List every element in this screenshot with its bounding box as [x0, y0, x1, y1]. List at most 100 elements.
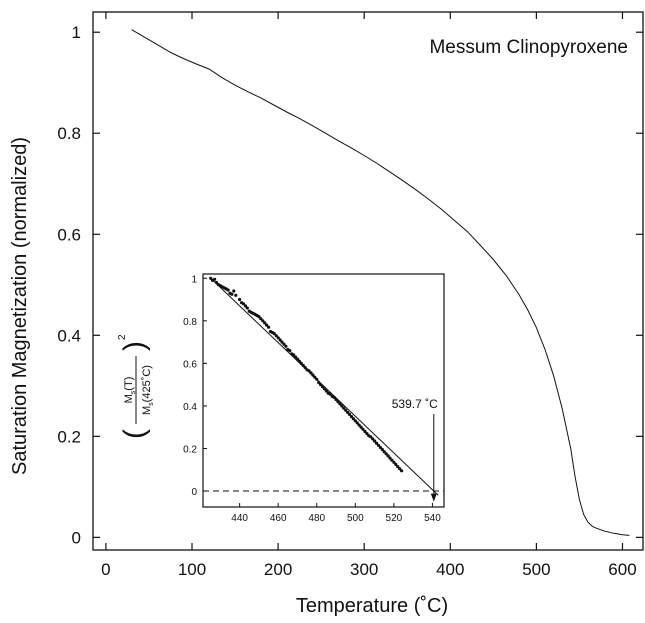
inset-data-point	[243, 304, 247, 308]
x-tick-label: 0	[101, 560, 110, 579]
inset-data-point	[234, 293, 238, 297]
inset-data-point	[355, 421, 359, 425]
inset-x-tick-label: 520	[386, 513, 403, 524]
y-tick-label: 0.2	[57, 427, 81, 446]
inset-data-point	[398, 467, 402, 471]
ylabel-power: 2	[117, 334, 128, 340]
inset-data-point	[295, 357, 300, 361]
inset-data-point	[344, 408, 348, 412]
chart-title: Messum Clinopyroxene	[429, 37, 628, 58]
inset-data-point	[278, 338, 282, 342]
inset-data-point	[274, 334, 278, 338]
y-axis-label: Saturation Magnetization (normalized)	[9, 137, 31, 475]
series-line-saturation-magnetization	[131, 29, 630, 536]
inset-data-point	[261, 319, 265, 323]
inset-data-point	[382, 450, 386, 454]
inset-data-point	[313, 375, 317, 379]
inset-background	[203, 274, 444, 507]
inset-data-point	[357, 423, 361, 427]
inset-data-point	[311, 373, 315, 377]
inset-data-point	[214, 280, 219, 285]
inset-data-point	[309, 371, 313, 375]
ylabel-denominator: Ms(425˚C)	[141, 365, 155, 415]
inset-data-point	[292, 353, 296, 357]
inset-x-tick-label: 540	[424, 513, 441, 524]
inset-data-point	[257, 315, 261, 319]
x-tick-label: 600	[608, 560, 636, 579]
inset-data-point	[317, 380, 321, 385]
inset-y-tick-label: 0.8	[183, 317, 197, 328]
inset-y-tick-label: 0.4	[183, 402, 197, 413]
inset-data-point	[259, 317, 263, 321]
main-plot-frame	[92, 11, 644, 551]
inset-data-point	[284, 344, 288, 348]
inset-data-point	[241, 302, 246, 306]
inset-data-point	[353, 419, 357, 423]
x-tick-label: 500	[522, 560, 550, 579]
inset-data-point	[373, 439, 377, 443]
inset-data-point	[297, 359, 301, 363]
inset-data-point	[263, 321, 267, 325]
inset-chart: 440 460 480 500 520 540 0 0.2 0.4 0.6 0.8 1 539.7 ˚…	[117, 273, 445, 524]
inset-fit-line	[210, 277, 439, 496]
y-tick-label: 0.8	[57, 124, 81, 143]
y-tick-label: 0.6	[57, 225, 81, 244]
inset-data-point	[209, 276, 213, 280]
inset-tick-labels: 440 460 480 500 520 540 0 0.2 0.4 0.6 0.8 1	[183, 274, 441, 524]
inset-y-tick-label: 0.6	[183, 359, 197, 370]
y-tick-label: 0	[72, 528, 81, 547]
annotation-arrow-head	[430, 493, 437, 502]
inset-data-point	[276, 336, 280, 340]
inset-data-point	[232, 289, 236, 293]
inset-data-point	[390, 458, 394, 462]
inset-data-point	[303, 366, 307, 370]
inset-data-point	[280, 340, 284, 344]
x-axis-label: Temperature (˚C)	[296, 595, 448, 617]
inset-y-axis-label: ( ) Ms(T) Ms(425˚C) 2	[117, 334, 155, 439]
inset-data-point	[272, 332, 276, 336]
inset-data-point	[351, 417, 355, 421]
inset-data-point	[371, 437, 375, 441]
inset-data-point	[315, 377, 319, 381]
inset-data-point	[322, 387, 327, 391]
inset-x-tick-label: 460	[270, 513, 287, 524]
main-tick-marks	[93, 12, 643, 550]
inset-x-tick-label: 440	[231, 513, 248, 524]
inset-data-point	[400, 469, 404, 473]
inset-y-tick-label: 0	[191, 487, 197, 498]
inset-data-point	[245, 306, 249, 310]
inset-data-point	[230, 292, 234, 296]
inset-data-point	[396, 465, 400, 469]
annotation-label: 539.7 ˚C	[392, 397, 438, 411]
y-tick-label: 1	[72, 23, 81, 42]
inset-data-point	[363, 429, 367, 434]
inset-data-point	[336, 400, 340, 404]
inset-data-point	[282, 342, 286, 346]
inset-data-point	[376, 443, 380, 447]
main-tick-labels: 0 100 200 300 400 500 600 0 0.2 0.4 0.6 0.8 1	[57, 23, 636, 579]
inset-data-point	[378, 445, 382, 449]
inset-data-point	[346, 410, 350, 414]
inset-data-point	[340, 404, 344, 408]
inset-data-point	[361, 427, 365, 431]
inset-x-tick-label: 500	[347, 513, 364, 524]
inset-data-point	[320, 385, 325, 389]
inset-data-point	[226, 288, 230, 292]
x-tick-label: 200	[264, 560, 292, 579]
ylabel-numerator: Ms(T)	[123, 377, 137, 404]
inset-data-point	[338, 402, 342, 406]
inset-data-point	[213, 277, 217, 281]
inset-data-point	[332, 395, 336, 399]
inset-data-point	[388, 456, 392, 460]
right-paren: )	[118, 341, 151, 351]
inset-data-point	[238, 297, 242, 302]
x-tick-label: 100	[178, 560, 206, 579]
inset-x-tick-label: 480	[308, 513, 325, 524]
inset-data-point	[365, 432, 369, 436]
inset-data-point	[299, 361, 303, 365]
left-paren: (	[118, 429, 151, 439]
inset-data-points	[209, 276, 404, 473]
inset-data-point	[307, 369, 311, 373]
y-tick-label: 0.4	[57, 326, 81, 345]
inset-data-point	[328, 392, 332, 396]
